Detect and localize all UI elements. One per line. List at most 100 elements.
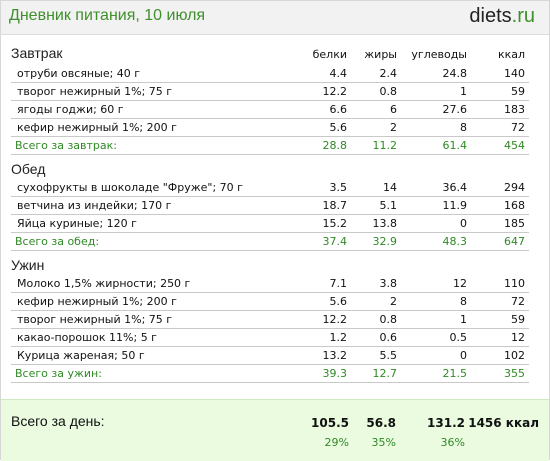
- col-header-kcal: ккал: [497, 48, 525, 61]
- meal-total-row: Всего за ужин: 39.3 12.7 21.5 355: [11, 365, 529, 383]
- protein-value: 4.4: [329, 67, 348, 80]
- meal-total-label: Всего за ужин:: [15, 367, 102, 380]
- carbs-value: 24.8: [442, 67, 468, 80]
- kcal-value: 185: [504, 217, 525, 230]
- carbs-value: 0: [460, 217, 467, 230]
- table-row: ветчина из индейки; 170 г 18.7 5.1 11.9 …: [11, 197, 529, 215]
- kcal-value: 294: [504, 181, 525, 194]
- kcal-total: 647: [504, 235, 525, 248]
- col-header-carbs: углеводы: [411, 48, 467, 61]
- fat-total: 12.7: [372, 367, 398, 380]
- col-header-fat: жиры: [364, 48, 397, 61]
- meal-total-label: Всего за обед:: [15, 235, 100, 248]
- kcal-value: 110: [504, 277, 525, 290]
- kcal-value: 183: [504, 103, 525, 116]
- day-carbs-percent: 36%: [440, 436, 465, 449]
- day-protein-total: 105.5: [311, 416, 349, 430]
- food-name: ягоды годжи; 60 г: [17, 103, 124, 116]
- fat-value: 5.1: [379, 199, 398, 212]
- page-title: Дневник питания, 10 июля: [9, 7, 206, 24]
- kcal-value: 59: [511, 85, 525, 98]
- carbs-value: 8: [460, 121, 467, 134]
- kcal-total: 355: [504, 367, 525, 380]
- meal-total-row: Всего за завтрак: 28.8 11.2 61.4 454: [11, 137, 529, 155]
- table-row: творог нежирный 1%; 75 г 12.2 0.8 1 59: [11, 83, 529, 101]
- section-title-dinner: Ужин: [11, 257, 45, 273]
- header-bar: Дневник питания, 10 июля diets.ru: [1, 1, 549, 35]
- logo-domain: .ru: [511, 5, 535, 27]
- table-row: какао-порошок 11%; 5 г 1.2 0.6 0.5 12: [11, 329, 529, 347]
- fat-value: 6: [390, 103, 397, 116]
- fat-value: 2: [390, 121, 397, 134]
- carbs-total: 48.3: [442, 235, 468, 248]
- food-name: Курица жареная; 50 г: [17, 349, 145, 362]
- fat-value: 0.8: [379, 85, 398, 98]
- fat-value: 3.8: [379, 277, 398, 290]
- fat-value: 2.4: [379, 67, 398, 80]
- carbs-value: 1: [460, 85, 467, 98]
- table-row: кефир нежирный 1%; 200 г 5.6 2 8 72: [11, 293, 529, 311]
- carbs-total: 21.5: [442, 367, 468, 380]
- fat-value: 0.6: [379, 331, 398, 344]
- table-row: Курица жареная; 50 г 13.2 5.5 0 102: [11, 347, 529, 365]
- carbs-value: 8: [460, 295, 467, 308]
- table-row: сухофрукты в шоколаде "Фруже"; 70 г 3.5 …: [11, 179, 529, 197]
- food-name: какао-порошок 11%; 5 г: [17, 331, 157, 344]
- kcal-total: 454: [504, 139, 525, 152]
- table-row: Яйца куриные; 120 г 15.2 13.8 0 185: [11, 215, 529, 233]
- meal-total-label: Всего за завтрак:: [15, 139, 118, 152]
- table-row: Молоко 1,5% жирности; 250 г 7.1 3.8 12 1…: [11, 275, 529, 293]
- section-title-lunch: Обед: [11, 161, 46, 177]
- fat-total: 11.2: [372, 139, 398, 152]
- protein-value: 5.6: [329, 295, 348, 308]
- day-protein-percent: 29%: [324, 436, 349, 449]
- protein-value: 18.7: [322, 199, 348, 212]
- carbs-value: 36.4: [442, 181, 468, 194]
- col-header-protein: белки: [312, 48, 347, 61]
- fat-value: 0.8: [379, 313, 398, 326]
- food-name: творог нежирный 1%; 75 г: [17, 85, 173, 98]
- day-total-label: Всего за день:: [11, 413, 105, 429]
- kcal-value: 102: [504, 349, 525, 362]
- food-name: сухофрукты в шоколаде "Фруже"; 70 г: [17, 181, 243, 194]
- kcal-value: 59: [511, 313, 525, 326]
- protein-total: 39.3: [322, 367, 348, 380]
- fat-value: 14: [383, 181, 397, 194]
- protein-total: 28.8: [322, 139, 348, 152]
- kcal-value: 168: [504, 199, 525, 212]
- meal-total-row: Всего за обед: 37.4 32.9 48.3 647: [11, 233, 529, 251]
- kcal-value: 12: [511, 331, 525, 344]
- food-name: отруби овсяные; 40 г: [17, 67, 141, 80]
- table-row: творог нежирный 1%; 75 г 12.2 0.8 1 59: [11, 311, 529, 329]
- protein-value: 12.2: [322, 85, 348, 98]
- carbs-value: 11.9: [442, 199, 468, 212]
- protein-value: 3.5: [329, 181, 348, 194]
- fat-value: 5.5: [379, 349, 398, 362]
- logo-text: diets: [469, 5, 512, 27]
- day-fat-total: 56.8: [366, 416, 396, 430]
- site-logo[interactable]: diets.ru: [469, 5, 535, 28]
- food-name: ветчина из индейки; 170 г: [17, 199, 172, 212]
- kcal-value: 72: [511, 121, 525, 134]
- protein-value: 6.6: [329, 103, 348, 116]
- fat-value: 13.8: [372, 217, 398, 230]
- fat-total: 32.9: [372, 235, 398, 248]
- day-fat-percent: 35%: [371, 436, 396, 449]
- carbs-value: 0.5: [449, 331, 468, 344]
- protein-total: 37.4: [322, 235, 348, 248]
- food-name: творог нежирный 1%; 75 г: [17, 313, 173, 326]
- table-row: отруби овсяные; 40 г 4.4 2.4 24.8 140: [11, 65, 529, 83]
- table-row: кефир нежирный 1%; 200 г 5.6 2 8 72: [11, 119, 529, 137]
- carbs-value: 0: [460, 349, 467, 362]
- protein-value: 1.2: [329, 331, 348, 344]
- kcal-value: 72: [511, 295, 525, 308]
- day-kcal-total: 1456 ккал: [468, 416, 539, 430]
- fat-value: 2: [390, 295, 397, 308]
- protein-value: 7.1: [329, 277, 348, 290]
- table-row: ягоды годжи; 60 г 6.6 6 27.6 183: [11, 101, 529, 119]
- day-total-panel: Всего за день: 105.5 56.8 131.2 1456 кка…: [1, 399, 549, 461]
- day-carbs-total: 131.2: [427, 416, 465, 430]
- carbs-value: 27.6: [442, 103, 468, 116]
- protein-value: 15.2: [322, 217, 348, 230]
